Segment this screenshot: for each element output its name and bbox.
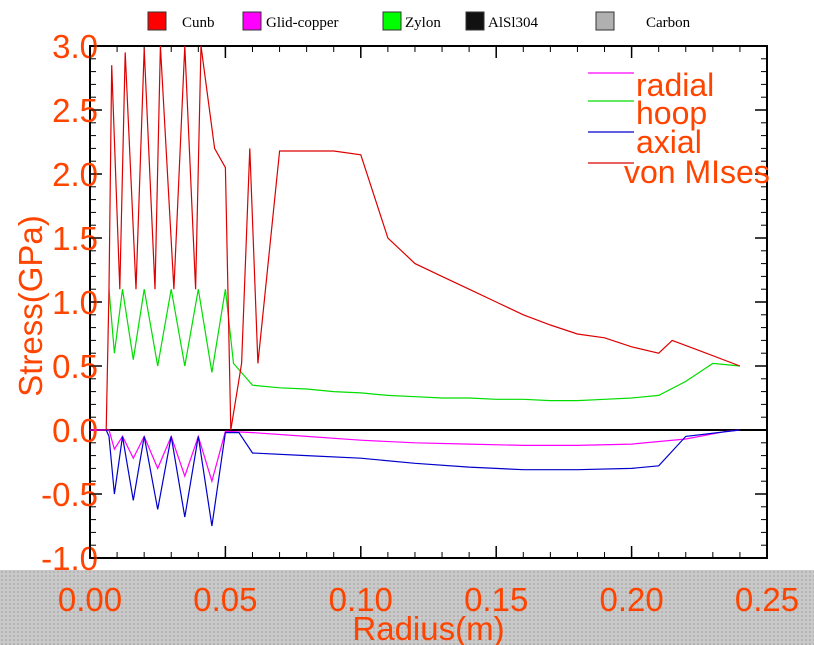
x-tick-label: 0.20 xyxy=(599,581,663,618)
legend-swatch xyxy=(147,11,167,31)
series-label: axial xyxy=(636,124,702,160)
y-tick-label: -0.5 xyxy=(41,476,98,513)
legend-label: Zylon xyxy=(405,15,441,31)
legend-label: Glid-copper xyxy=(266,15,338,31)
y-axis-title: Stress(GPa) xyxy=(12,215,49,397)
series-line-hoop xyxy=(108,289,740,402)
legend-label: AlSl304 xyxy=(488,15,539,31)
legend-swatch xyxy=(382,11,402,31)
series-line-von-mises xyxy=(105,45,741,431)
legend-label: Cunb xyxy=(182,15,215,31)
x-tick-label: 0.10 xyxy=(329,581,393,618)
legend-label: Carbon xyxy=(646,15,691,31)
series-label: von MIses xyxy=(624,154,770,190)
x-axis-title: Radius(m) xyxy=(352,610,504,645)
x-tick-label: 0.15 xyxy=(464,581,528,618)
bottom-band xyxy=(0,570,814,645)
x-tick-label: 0.00 xyxy=(58,581,122,618)
series-line-radial xyxy=(90,429,740,484)
x-tick-label: 0.05 xyxy=(193,581,257,618)
legend-swatch xyxy=(595,11,615,31)
series-label: radial xyxy=(636,67,714,103)
series-label: hoop xyxy=(636,95,707,131)
y-tick-label: -1.0 xyxy=(41,540,98,577)
series-line-axial xyxy=(105,429,740,527)
legend-swatch xyxy=(242,11,262,31)
legend-swatch xyxy=(465,11,485,31)
x-tick-label: 0.25 xyxy=(735,581,799,618)
